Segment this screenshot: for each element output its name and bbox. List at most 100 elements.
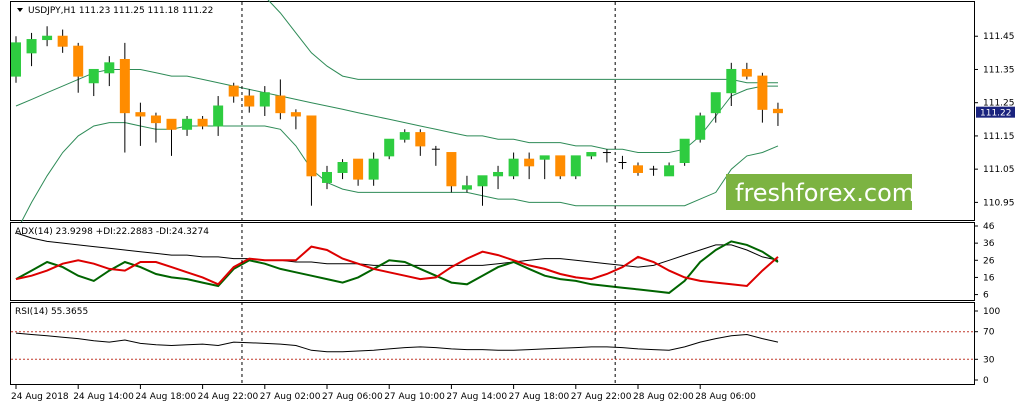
candle — [493, 165, 504, 190]
candle — [477, 175, 488, 206]
candle — [772, 102, 783, 126]
candle-body — [182, 118, 193, 130]
candle — [11, 36, 21, 83]
price-tick-label: 111.15 — [983, 132, 1015, 142]
candle-body — [384, 138, 395, 157]
candle — [57, 29, 68, 53]
candle-body — [539, 155, 550, 160]
candle-body — [228, 85, 239, 97]
adx-panel-frame — [10, 222, 975, 301]
candle-body — [524, 158, 535, 167]
logo-text: freshforex.com — [735, 179, 915, 207]
time-axis: 24 Aug 2018 24 Aug 14:00 24 Aug 18:00 24 Au… — [11, 385, 756, 402]
time-tick-label: 27 Aug 06:00 — [322, 392, 383, 402]
candle — [135, 102, 146, 146]
candle-body — [166, 118, 177, 130]
candle-body — [493, 171, 504, 177]
candle — [555, 155, 566, 180]
candle — [399, 129, 410, 143]
title-triangle-icon — [17, 8, 23, 12]
candle — [415, 129, 426, 156]
candle — [524, 152, 535, 180]
time-tick-label: 27 Aug 18:00 — [509, 392, 570, 402]
candle-body — [306, 115, 317, 177]
chart-title: USDJPY,H1 111.23 111.25 111.18 111.22 — [17, 6, 213, 16]
price-tick-label: 111.25 — [983, 99, 1015, 109]
candle — [290, 109, 301, 130]
candle-body — [213, 105, 224, 127]
band-upper-line — [267, 0, 778, 84]
candle-body — [726, 68, 737, 94]
candle — [633, 162, 643, 176]
price-tick-label: 110.95 — [983, 198, 1015, 208]
time-tick-label: 27 Aug 02:00 — [260, 392, 321, 402]
candle — [88, 68, 99, 97]
time-tick-label: 28 Aug 06:00 — [695, 392, 756, 402]
adx-axis: 46 36 26 16 6 — [974, 222, 995, 301]
price-tick-label: 111.05 — [983, 165, 1015, 175]
time-tick-label: 24 Aug 22:00 — [198, 392, 259, 402]
candle — [197, 115, 208, 130]
candle-body — [399, 132, 410, 140]
candle-body — [353, 158, 364, 180]
candle-body — [633, 165, 643, 173]
adx-tick-label: 6 — [983, 291, 989, 301]
candle — [741, 62, 752, 80]
candle — [244, 89, 255, 113]
candle-body — [664, 165, 675, 177]
adx-series-line — [15, 240, 779, 294]
band-lower-line — [15, 122, 779, 233]
candle — [368, 152, 379, 186]
time-tick-label: 24 Aug 2018 — [11, 392, 69, 402]
candle-body — [197, 118, 208, 127]
candle — [306, 115, 317, 206]
candle — [26, 32, 37, 67]
adx-tick-label: 36 — [983, 239, 995, 249]
candle — [664, 162, 675, 177]
candle — [337, 159, 348, 180]
candle — [602, 149, 611, 163]
candle — [446, 152, 457, 193]
rsi-tick-label: 30 — [983, 355, 995, 365]
current-price-badge: 111.22 — [976, 106, 1015, 119]
band-middle-line — [15, 69, 778, 153]
time-tick-label: 28 Aug 02:00 — [633, 392, 694, 402]
candle — [710, 92, 721, 123]
adx-tick-label: 26 — [983, 256, 995, 266]
candle — [73, 42, 84, 93]
candle-body — [88, 68, 99, 84]
candle — [384, 138, 395, 160]
price-panel[interactable]: 111.45 111.35 111.25 111.15 111.05 110.95 USD… — [10, 0, 1016, 233]
rsi-panel[interactable]: 100 70 30 0 RSI(14) 55.3655 — [10, 302, 1001, 387]
candle-body — [679, 138, 690, 164]
candle — [119, 42, 130, 153]
candle-body — [337, 162, 348, 173]
adx-panel[interactable]: 46 36 26 16 6 ADX(14) 23.9298 +DI:22.2883 -D… — [10, 222, 995, 301]
candle-body — [26, 39, 37, 54]
candle-body — [477, 175, 488, 187]
price-tick-label: 111.45 — [983, 32, 1015, 42]
time-tick-label: 27 Aug 10:00 — [384, 392, 445, 402]
rsi-panel-title: RSI(14) 55.3655 — [15, 307, 88, 317]
candle — [42, 26, 53, 47]
price-panel-title: USDJPY,H1 111.23 111.25 111.18 111.22 — [28, 6, 213, 16]
candle — [757, 72, 768, 123]
candle-body — [135, 112, 146, 117]
candle-body — [757, 75, 768, 110]
price-tick-label: 111.35 — [983, 65, 1015, 75]
candle — [649, 165, 658, 176]
rsi-tick-label: 0 — [983, 376, 989, 386]
candle — [213, 96, 224, 136]
candle-body — [322, 171, 332, 183]
candle — [228, 82, 239, 103]
rsi-tick-label: 100 — [983, 307, 1000, 317]
candle — [166, 118, 177, 156]
candle-body — [290, 112, 301, 117]
candle-body — [508, 158, 519, 177]
adx-panel-title: ADX(14) 23.9298 +DI:22.2883 -DI:24.3274 — [15, 227, 209, 237]
candlesticks — [11, 26, 783, 206]
candle-body — [446, 152, 457, 187]
candle — [508, 152, 519, 180]
period-separators — [241, 2, 616, 385]
